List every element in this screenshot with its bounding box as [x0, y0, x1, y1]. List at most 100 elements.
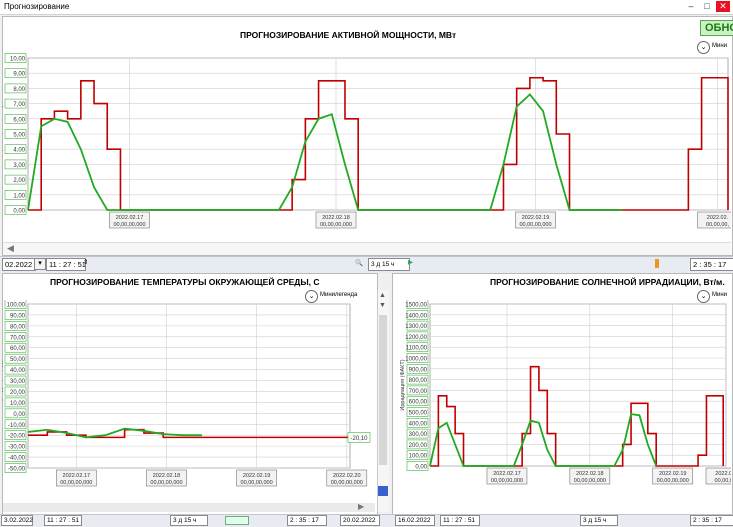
- y-tick-label: 1400,00: [405, 313, 427, 319]
- tick-box: [406, 396, 429, 406]
- bl-end-time[interactable]: 2 : 35 : 17: [287, 515, 327, 526]
- y-tick-label: 3,00: [13, 163, 25, 169]
- tick-box: [4, 98, 27, 109]
- y-tick-label: 2,00: [13, 178, 25, 184]
- temp-hscroll[interactable]: ▶: [3, 502, 375, 512]
- vscroll-thumb[interactable]: [379, 315, 387, 465]
- legend-chevron-icon[interactable]: ⌄: [697, 41, 710, 54]
- x-time-label: 00,00,00,: [715, 478, 731, 484]
- y-tick-label: 800,00: [409, 378, 428, 384]
- y-tick-label: 0,00: [13, 209, 25, 215]
- close-icon[interactable]: ✕: [716, 1, 730, 12]
- y-axis-label: Иррадиация (ФАКТ): [400, 359, 406, 410]
- vscroll-square-icon[interactable]: [378, 486, 388, 496]
- x-time-label: 00,00,00,000: [60, 480, 92, 486]
- model-series-line: [429, 413, 658, 467]
- date-label-box: [486, 467, 528, 485]
- y-tick-label: 1500,00: [405, 303, 427, 309]
- date-label-box: [705, 467, 731, 485]
- tick-box: [4, 375, 27, 386]
- maximize-icon[interactable]: □: [704, 1, 710, 11]
- temp-minilegend-label: Минилегенда: [320, 292, 358, 298]
- bl-span[interactable]: 3 д 15 ч: [170, 515, 208, 526]
- tick-box: [4, 129, 27, 139]
- irr-legend-chevron-icon[interactable]: ⌄: [697, 290, 710, 303]
- y-tick-label: 80,00: [10, 324, 26, 330]
- y-tick-label: 40,00: [10, 368, 26, 374]
- y-tick-label: 600,00: [409, 400, 428, 406]
- y-tick-label: 200,00: [409, 443, 428, 449]
- minimize-icon[interactable]: –: [688, 1, 694, 11]
- top-start-date[interactable]: 02.2022: [2, 258, 36, 271]
- temp-legend-chevron-icon[interactable]: ⌄: [305, 290, 318, 303]
- y-tick-label: 8,00: [13, 87, 25, 93]
- tick-box: [406, 428, 429, 439]
- x-time-label: 00,00,00,000: [574, 478, 606, 484]
- forecast-series-line: [28, 428, 350, 439]
- x-time-label: 00,00,00,000: [519, 222, 551, 228]
- top-play-icon[interactable]: ▶: [408, 259, 413, 266]
- irradiation-chart-title: ПРОГНОЗИРОВАНИЕ СОЛНЕЧНОЙ ИРРАДИАЦИИ, Вт…: [490, 277, 725, 287]
- scroll-down-icon[interactable]: ▼: [379, 302, 386, 309]
- br-start-time[interactable]: 11 : 27 : 51: [440, 515, 480, 526]
- tick-box: [406, 342, 429, 353]
- tick-box: [406, 331, 429, 342]
- temp-vscroll[interactable]: ▲ ▼: [377, 290, 389, 512]
- temperature-chart: -50,00 -40,00 -30,00 -20,00 -10,00 0,00 10,00 2…: [2, 300, 371, 487]
- top-start-time[interactable]: 11 : 27 : 51: [46, 258, 86, 271]
- y-tick-label: 1200,00: [405, 335, 427, 341]
- bl-progress-slider[interactable]: [225, 516, 249, 525]
- br-start-date[interactable]: 16.02.2022: [395, 515, 435, 526]
- y-tick-label: 1000,00: [405, 357, 427, 363]
- y-tick-label: 400,00: [409, 421, 428, 427]
- tick-box: [4, 144, 27, 154]
- y-tick-label: 300,00: [409, 432, 428, 438]
- top-zoom-icon[interactable]: 🔍: [355, 260, 364, 267]
- br-span[interactable]: 3 д 15 ч: [580, 515, 618, 526]
- x-date-label: 2022.02.19: [243, 473, 271, 479]
- tick-box: [4, 174, 27, 185]
- top-time-stepper-icon[interactable]: ⇕: [83, 259, 89, 266]
- bl-end-date[interactable]: 20.02.2022: [340, 515, 380, 526]
- x-time-label: 00,00,00,000: [657, 478, 689, 484]
- y-tick-label: 10,00: [10, 57, 26, 63]
- top-calendar-icon[interactable]: ▾: [34, 258, 46, 270]
- br-end-time[interactable]: 2 : 35 : 17: [690, 515, 733, 526]
- bl-start-date[interactable]: 3.02.2022: [1, 515, 33, 526]
- bl-start-time[interactable]: 11 : 27 : 51: [44, 515, 82, 526]
- model-series-line: [27, 93, 623, 211]
- y-tick-label: 1300,00: [405, 324, 427, 330]
- tick-box: [4, 386, 27, 397]
- tick-box: [406, 320, 429, 331]
- x-date-label: 2022.02.17: [63, 473, 91, 479]
- tick-box: [406, 407, 429, 417]
- end-value-box: [347, 432, 371, 443]
- power-hscroll[interactable]: ◀: [3, 242, 731, 255]
- tick-box: [4, 408, 27, 419]
- tick-box: [4, 310, 27, 320]
- date-label-box: [652, 467, 694, 485]
- tick-box: [4, 205, 27, 215]
- tick-box: [4, 68, 27, 79]
- y-tick-label: -40,00: [8, 456, 26, 462]
- y-tick-label: 900,00: [409, 367, 428, 373]
- y-tick-label: -30,00: [8, 445, 26, 451]
- x-date-label: 2022.02.20: [333, 473, 361, 479]
- x-time-label: 00,00,00,: [706, 222, 729, 228]
- y-tick-label: 5,00: [13, 133, 25, 139]
- x-date-label: 2022.02.19: [659, 471, 687, 477]
- x-time-label: 00,00,00,000: [113, 222, 145, 228]
- tick-box: [4, 83, 27, 94]
- y-tick-label: -10,00: [8, 423, 26, 429]
- date-label-box: [697, 211, 731, 229]
- tick-box: [4, 321, 27, 331]
- tick-box: [4, 114, 27, 124]
- scroll-left-icon[interactable]: ◀: [7, 243, 14, 253]
- tick-box: [406, 353, 429, 363]
- top-span[interactable]: 3 д 15 ч: [368, 258, 410, 271]
- temp-scroll-right-icon[interactable]: ▶: [358, 502, 365, 511]
- scroll-up-icon[interactable]: ▲: [379, 292, 386, 299]
- tick-box: [4, 190, 27, 200]
- top-end-time[interactable]: 2 : 35 : 17: [690, 258, 733, 271]
- refresh-button[interactable]: ОБНО: [700, 20, 733, 36]
